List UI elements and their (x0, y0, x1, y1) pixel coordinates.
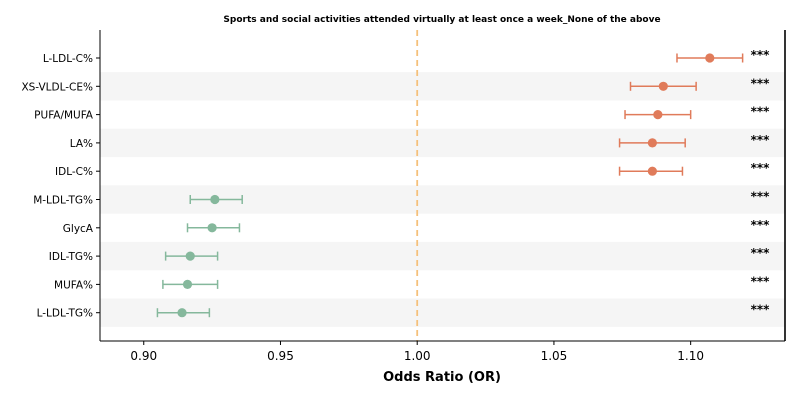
significance-label: *** (751, 48, 771, 62)
significance-label: *** (751, 218, 771, 232)
or-point (705, 53, 715, 63)
x-tick-label: 1.10 (677, 349, 704, 363)
significance-label: *** (751, 133, 771, 147)
significance-label: *** (751, 161, 771, 175)
y-tick-label: IDL-C% (55, 166, 93, 178)
or-point (658, 81, 668, 91)
or-point (647, 138, 657, 148)
or-point (207, 223, 217, 233)
x-tick-label: 1.05 (541, 349, 568, 363)
y-tick-label: M-LDL-TG% (33, 195, 93, 207)
or-point (210, 194, 220, 205)
y-tick-label: L-LDL-TG% (37, 308, 93, 320)
or-point (182, 279, 193, 289)
row-band (100, 298, 785, 327)
significance-label: *** (751, 303, 771, 317)
y-tick-label: GlycA (63, 223, 94, 235)
or-point (647, 166, 657, 176)
y-tick-label: L-LDL-C% (43, 53, 93, 65)
or-point (653, 110, 663, 120)
significance-label: *** (751, 76, 771, 90)
x-tick-label: 1.00 (404, 349, 431, 363)
chart-title: Sports and social activities attended vi… (223, 15, 660, 25)
significance-label: *** (751, 246, 771, 260)
y-tick-label: PUFA/MUFA (34, 110, 94, 122)
y-tick-label: MUFA% (54, 279, 93, 291)
y-tick-label: IDL-TG% (49, 251, 93, 263)
significance-label: *** (751, 190, 771, 204)
x-tick-label: 0.95 (267, 349, 294, 363)
y-tick-label: LA% (70, 138, 93, 150)
y-tick-label: XS-VLDL-CE% (21, 81, 93, 93)
data-marks: *** *** *** *** *** *** *** *** *** *** (156, 48, 771, 318)
or-point (177, 308, 187, 318)
x-axis-label: Odds Ratio (OR) (383, 370, 501, 385)
x-tick-label: 0.90 (130, 349, 157, 363)
or-point (185, 251, 195, 261)
axes: L-LDL-C% XS-VLDL-CE% PUFA/MUFA LA% IDL-C% M-L… (21, 30, 786, 363)
significance-label: *** (751, 274, 771, 288)
significance-label: *** (751, 105, 771, 119)
